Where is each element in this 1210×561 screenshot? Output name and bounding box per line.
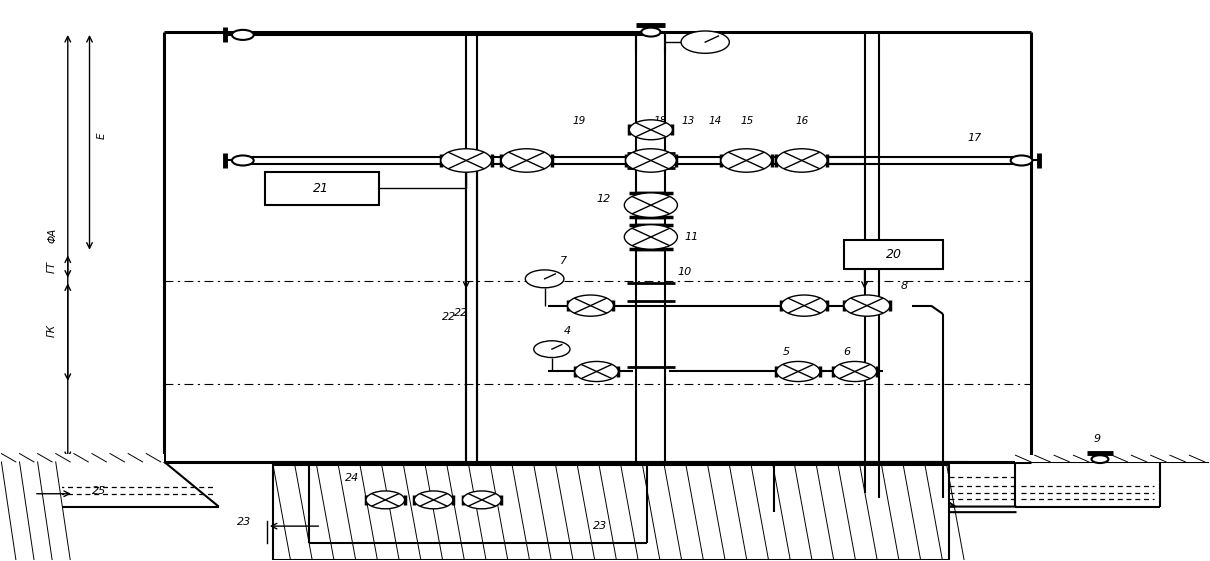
Circle shape — [782, 295, 828, 316]
Circle shape — [365, 491, 404, 509]
Text: ΦА: ΦА — [47, 228, 57, 243]
Text: 23: 23 — [593, 521, 607, 531]
Text: 9: 9 — [1094, 434, 1101, 444]
Text: 5: 5 — [783, 347, 790, 357]
Circle shape — [777, 149, 828, 172]
Text: 13: 13 — [681, 116, 695, 126]
Text: 22: 22 — [454, 307, 468, 318]
Circle shape — [440, 149, 491, 172]
Circle shape — [641, 27, 661, 36]
Circle shape — [232, 155, 254, 165]
Bar — [1, 453, 165, 462]
Circle shape — [721, 149, 772, 172]
Bar — [265, 172, 379, 205]
Text: 17: 17 — [967, 133, 981, 143]
Circle shape — [534, 341, 570, 357]
Bar — [1, 462, 62, 560]
Text: 16: 16 — [796, 116, 809, 126]
Circle shape — [624, 224, 678, 249]
Circle shape — [525, 270, 564, 288]
Circle shape — [777, 361, 820, 381]
Text: 19: 19 — [572, 116, 586, 126]
Text: 7: 7 — [560, 256, 567, 266]
Text: 21: 21 — [313, 182, 329, 195]
Text: 4: 4 — [564, 325, 571, 335]
Circle shape — [845, 295, 889, 316]
Text: 6: 6 — [843, 347, 849, 357]
Text: 8: 8 — [900, 281, 908, 291]
Bar — [1015, 455, 1209, 462]
Circle shape — [501, 149, 552, 172]
Circle shape — [624, 193, 678, 218]
Circle shape — [1010, 155, 1032, 165]
Text: 23: 23 — [237, 517, 250, 527]
Text: 18: 18 — [653, 116, 667, 126]
Circle shape — [232, 30, 254, 40]
Circle shape — [462, 491, 501, 509]
Bar — [845, 240, 943, 269]
Text: 14: 14 — [709, 116, 722, 126]
Text: 15: 15 — [741, 116, 754, 126]
Circle shape — [629, 120, 673, 140]
Circle shape — [834, 361, 876, 381]
Text: Е: Е — [97, 132, 106, 139]
Circle shape — [626, 149, 676, 172]
Circle shape — [414, 491, 453, 509]
Text: 11: 11 — [685, 232, 699, 242]
Text: 20: 20 — [886, 249, 901, 261]
Text: 12: 12 — [597, 194, 611, 204]
Text: 22: 22 — [442, 311, 456, 321]
Text: 25: 25 — [92, 486, 106, 496]
Circle shape — [1091, 455, 1108, 463]
Circle shape — [567, 295, 613, 316]
Text: 10: 10 — [678, 267, 692, 277]
Circle shape — [575, 361, 618, 381]
Text: ГК: ГК — [47, 324, 57, 337]
Text: ГТ: ГТ — [47, 260, 57, 273]
Circle shape — [681, 31, 730, 53]
Bar — [273, 465, 949, 560]
Text: 24: 24 — [345, 473, 359, 484]
